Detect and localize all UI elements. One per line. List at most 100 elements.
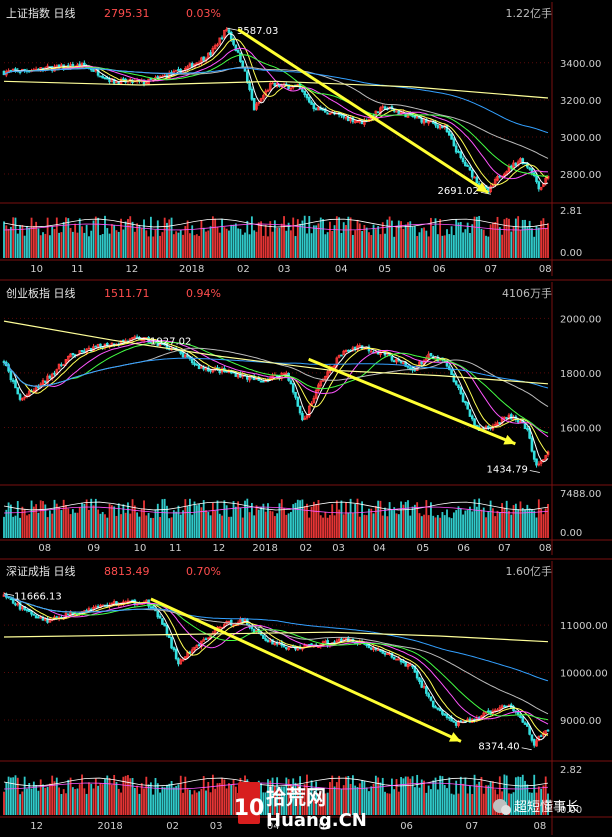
volume-bar [524,509,526,538]
volume-bar [338,217,341,258]
candle [503,705,506,708]
volume-bar [411,226,414,258]
volume-bar [81,774,83,815]
volume-bar [547,223,549,258]
volume-bar [60,510,63,538]
volume-bar [338,775,341,815]
volume-bar [335,782,338,815]
volume-bar [404,224,407,258]
candle [383,652,387,655]
candle [532,738,536,746]
candle [326,640,329,646]
volume-bar [53,228,56,258]
trend-arrow [150,597,462,743]
volume-bar [117,503,120,538]
volume-bar [345,776,347,815]
volume-bar [12,217,15,258]
candle [271,82,274,85]
volume-bar [473,216,476,258]
volume-bar [361,779,363,815]
wechat-icon-bubble [501,805,511,815]
volume-bar [39,500,42,538]
volume-bar [156,503,159,538]
volume-bar [209,515,212,538]
volume-bar [496,510,499,538]
candle [521,158,525,165]
volume-bar [381,222,384,258]
volume-bar [9,226,12,258]
volume-bar [5,225,8,258]
chart-panel-1: 3400.00 3200.00 3000.00 2800.00 上证指数 日线 2795.… [0,2,612,276]
volume-bar [397,220,400,258]
candle [11,68,15,71]
volume-bar [184,499,187,538]
volume-bar [16,501,19,538]
candle [257,101,261,104]
candle [2,70,6,76]
volume-bar [363,225,366,258]
volume-bar [88,509,90,538]
volume-bar [400,221,403,258]
candle [174,69,178,72]
candle [30,611,33,615]
candle [206,637,210,640]
logo-text: 10 [234,796,265,821]
volume-bar [94,216,97,258]
volume-bar [101,784,104,815]
volume-bar [191,794,194,815]
volume-bar [326,232,329,258]
volume-bar [51,513,54,538]
volume-bar [526,504,529,538]
volume-bar [159,235,161,258]
candle [493,709,497,712]
candle [505,417,508,419]
volume-bar [450,793,453,815]
candle [174,649,178,660]
trend-arrow-head [476,182,489,193]
volume-bar [23,235,26,258]
volume-bar [42,784,44,815]
volume-bar [379,782,382,815]
candle [310,101,313,105]
candle [519,158,522,163]
candle [48,618,52,623]
volume-bar [35,221,38,258]
volume-bar [234,223,237,258]
volume-bar [186,220,189,258]
volume-bar [168,518,171,538]
candle [530,437,534,452]
volume-bar [74,789,77,815]
volume-bar [182,234,184,258]
volume-bar [501,234,504,258]
candle [539,186,543,190]
volume-bar [39,235,42,258]
volume-bar [202,500,205,538]
volume-bar [388,793,391,815]
candle [44,380,47,383]
volume-bar [498,227,501,258]
volume-bar [537,786,540,815]
volume-bar [485,517,487,538]
volume-bar [464,777,467,815]
candle [220,368,224,373]
low-marker [521,747,532,751]
volume-bar [469,785,471,815]
account-name: 超短懂事长 [514,800,579,815]
candle [301,89,304,92]
volume-bar [354,504,357,538]
candle [326,371,329,378]
volume-bar [133,231,136,258]
candle [273,642,277,646]
candle [9,598,13,601]
volume-bar [83,232,86,258]
x-tick-label: 05 [417,543,430,554]
volume-bar [296,219,299,258]
volume-bar [540,509,543,538]
volume-bar [44,787,47,815]
volume-bar [397,514,400,538]
volume-bar [218,783,221,815]
volume-bar [400,777,403,815]
candle [459,387,463,395]
volume-bar [450,518,453,538]
change-percent: 0.94% [186,287,221,300]
